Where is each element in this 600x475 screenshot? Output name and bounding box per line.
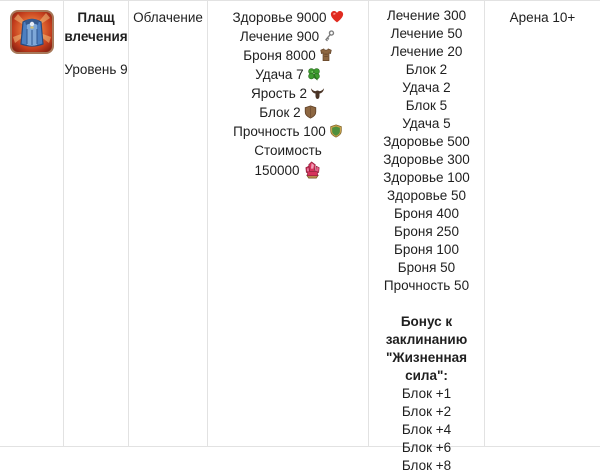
stat-label: Удача 7 [255, 67, 304, 82]
stat-healing: Лечение 900 [208, 27, 368, 46]
stat-cost-label: Стоимость [208, 141, 368, 160]
stat-label: Прочность 100 [233, 124, 326, 139]
bonus-header-line: Бонус к [400, 314, 453, 329]
upgrade-item: Здоровье 50 [386, 188, 467, 203]
healing-key-icon [322, 29, 336, 43]
upgrade-item: Лечение 300 [386, 8, 467, 23]
arena-requirement: Арена 10+ [509, 10, 576, 25]
upgrade-item: Удача 2 [402, 80, 451, 95]
item-slot: Облачение [133, 10, 203, 25]
bonus-item: Блок +2 [401, 404, 452, 419]
upgrade-item: Броня 400 [394, 206, 459, 221]
upgrade-item: Здоровье 500 [383, 134, 470, 149]
spacer [64, 46, 128, 60]
stat-rage: Ярость 2 [208, 84, 368, 103]
bonus-header-line: заклинанию [385, 332, 468, 347]
item-name-line2: влечения [64, 29, 128, 44]
item-level: Уровень 9 [64, 62, 128, 77]
stat-label: Ярость 2 [251, 86, 307, 101]
gem-icon [303, 160, 322, 180]
block-shield-icon [304, 105, 317, 119]
durability-shield-icon [329, 124, 343, 138]
item-stats-cell: Здоровье 9000 Лечение 900 Броня 8000 Уда… [207, 1, 368, 446]
bonus-item: Блок +1 [401, 386, 452, 401]
heart-icon [330, 10, 344, 24]
stat-label: Броня 8000 [243, 48, 316, 63]
stat-luck: Удача 7 [208, 65, 368, 84]
stat-label: Стоимость [254, 143, 322, 158]
item-slot-cell: Облачение [128, 1, 207, 446]
clover-icon [307, 67, 321, 81]
item-upgrades-cell: Лечение 300 Лечение 50 Лечение 20 Блок 2… [368, 1, 484, 473]
stat-health: Здоровье 9000 [208, 8, 368, 27]
bonus-item: Блок +8 [401, 458, 452, 473]
bull-rage-icon [310, 86, 325, 100]
upgrade-item: Здоровье 100 [383, 170, 470, 185]
item-icon-cell [0, 1, 63, 446]
cloak-item-icon [9, 9, 55, 60]
stat-durability: Прочность 100 [208, 122, 368, 141]
stat-label: Здоровье 9000 [232, 10, 327, 25]
item-name-line1: Плащ [77, 10, 115, 25]
upgrade-item: Броня 50 [397, 260, 456, 275]
item-name-cell: Плащ влечения Уровень 9 [63, 1, 128, 446]
bonus-header-line: "Жизненная сила": [386, 350, 467, 383]
stat-label: Блок 2 [259, 105, 301, 120]
stat-cost-value: 150000 [208, 160, 368, 180]
item-requirement-cell: Арена 10+ [484, 1, 600, 446]
bonus-item: Блок +6 [401, 440, 452, 455]
stat-label: Лечение 900 [239, 29, 320, 44]
armor-icon [319, 48, 333, 62]
upgrade-item: Броня 250 [394, 224, 459, 239]
upgrade-item: Блок 2 [405, 62, 448, 77]
stat-block: Блок 2 [208, 103, 368, 122]
upgrade-item: Лечение 50 [390, 26, 463, 41]
stat-label: 150000 [254, 163, 300, 178]
upgrade-item: Прочность 50 [383, 278, 470, 293]
upgrade-item: Блок 5 [405, 98, 448, 113]
upgrade-item: Удача 5 [402, 116, 451, 131]
spacer [369, 295, 484, 313]
stat-armor: Броня 8000 [208, 46, 368, 65]
upgrade-item: Лечение 20 [390, 44, 463, 59]
upgrade-item: Броня 100 [394, 242, 459, 257]
bonus-item: Блок +4 [401, 422, 452, 437]
upgrade-item: Здоровье 300 [383, 152, 470, 167]
